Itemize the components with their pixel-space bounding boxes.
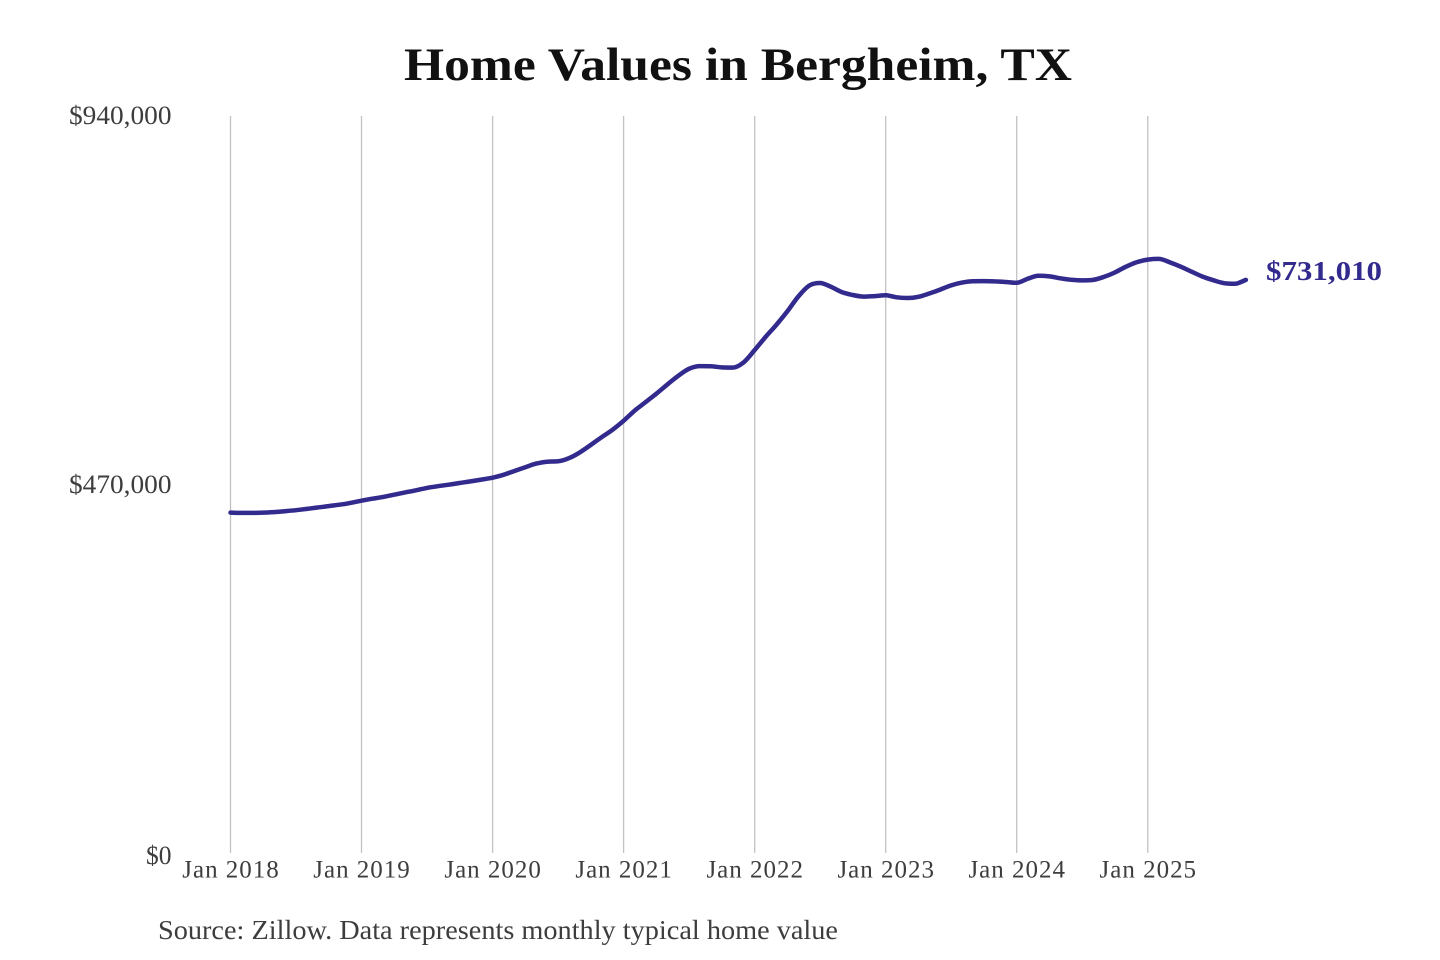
svg-text:Jan 2019: Jan 2019 bbox=[313, 857, 410, 884]
svg-text:Jan 2025: Jan 2025 bbox=[1100, 857, 1197, 884]
svg-text:$731,010: $731,010 bbox=[1266, 256, 1382, 286]
svg-text:Jan 2024: Jan 2024 bbox=[968, 857, 1065, 884]
svg-text:Jan 2018: Jan 2018 bbox=[182, 857, 279, 884]
svg-text:Jan 2020: Jan 2020 bbox=[444, 857, 540, 884]
svg-text:Home Values in Bergheim, TX: Home Values in Bergheim, TX bbox=[404, 39, 1072, 91]
svg-text:$940,000: $940,000 bbox=[69, 101, 172, 130]
svg-text:$470,000: $470,000 bbox=[69, 470, 172, 499]
svg-text:Jan 2023: Jan 2023 bbox=[837, 857, 934, 884]
svg-text:$0: $0 bbox=[146, 841, 172, 870]
svg-text:Jan 2021: Jan 2021 bbox=[575, 857, 672, 884]
svg-text:Jan 2022: Jan 2022 bbox=[706, 857, 803, 884]
svg-text:Source: Zillow. Data represent: Source: Zillow. Data represents monthly … bbox=[158, 915, 838, 945]
